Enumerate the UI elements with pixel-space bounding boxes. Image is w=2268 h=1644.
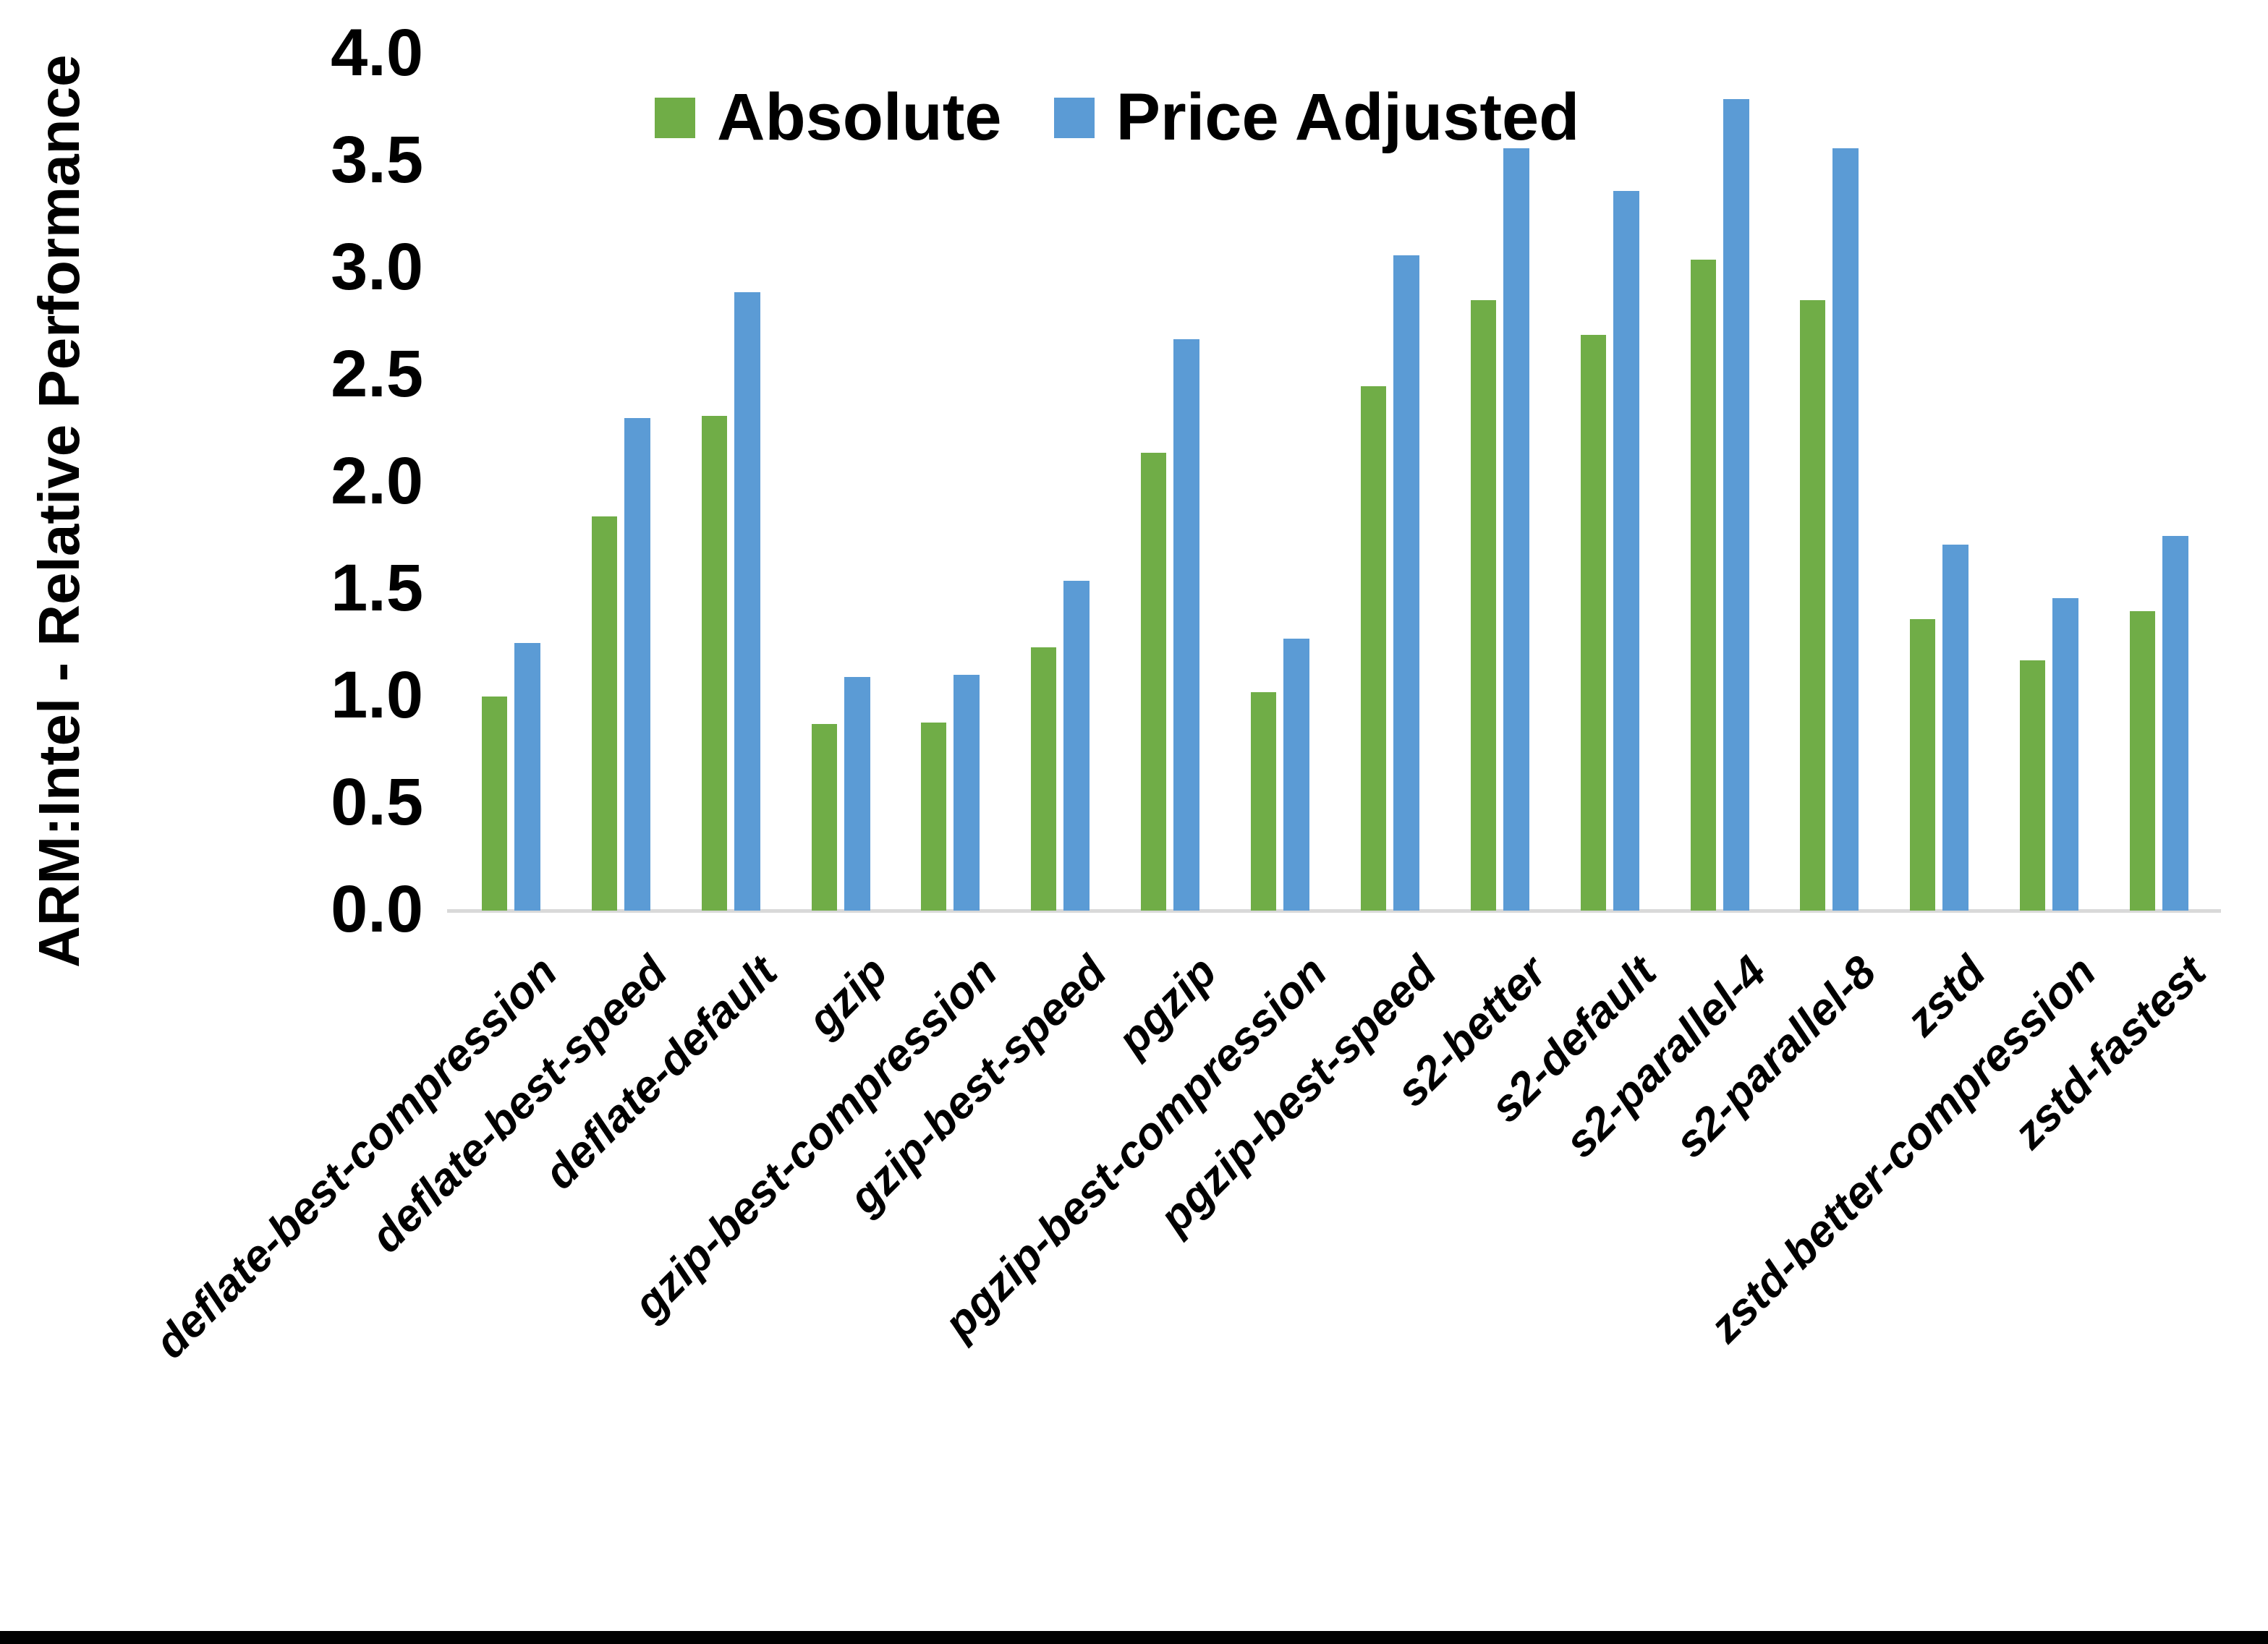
bar-absolute [1690,260,1716,911]
bottom-border [0,1631,2268,1644]
bar-price-adjusted [954,675,980,911]
bar-price-adjusted [1063,581,1090,911]
bar-price-adjusted [514,643,540,911]
x-axis-line [447,909,2221,913]
bar-price-adjusted [1942,544,1969,911]
bar-absolute [591,516,617,911]
y-tick-label: 2.5 [331,337,423,412]
y-tick-label: 3.0 [331,230,423,304]
bar-absolute [1470,300,1496,911]
bar-price-adjusted [624,418,650,911]
bar-price-adjusted [1173,338,1200,911]
x-category-label: deflate-best-compression [145,947,567,1368]
y-tick-label: 1.5 [331,551,423,626]
legend-label-absolute: Absolute [717,80,1002,154]
y-tick-label: 1.0 [331,658,423,733]
bar-price-adjusted [734,291,760,911]
bar-absolute [1800,300,1826,911]
bar-absolute [2130,610,2156,911]
bar-absolute [921,722,947,911]
bar-absolute [2020,660,2046,911]
bar-absolute [1031,647,1057,911]
x-category-label: zstd [1896,947,1996,1046]
bar-price-adjusted [1393,255,1419,911]
bar-price-adjusted [1613,191,1639,911]
legend-swatch-absolute [655,97,695,138]
legend-item-price-adjusted: Price Adjusted [1053,80,1580,154]
x-category-label: gzip [798,947,897,1046]
bar-absolute [811,724,837,911]
bar-absolute [1141,452,1167,911]
bar-price-adjusted [2052,597,2079,911]
y-tick-label: 0.0 [331,872,423,947]
bar-absolute [701,416,727,911]
bar-price-adjusted [1503,148,1529,911]
legend: Absolute Price Adjusted [655,80,1580,154]
legend-label-price-adjusted: Price Adjusted [1116,80,1580,154]
bar-absolute [1251,692,1277,911]
y-axis-title: ARM:Intel - Relative Performance [27,54,91,968]
bar-price-adjusted [1283,639,1310,911]
y-tick-label: 3.5 [331,123,423,197]
y-tick-label: 2.0 [331,444,423,519]
y-tick-label: 0.5 [331,765,423,840]
bar-price-adjusted [1723,99,1749,911]
bar-absolute [1910,619,1936,911]
bar-price-adjusted [1832,148,1859,911]
y-tick-label: 4.0 [331,16,423,90]
legend-swatch-price-adjusted [1053,97,1095,138]
bar-price-adjusted [2162,536,2189,911]
bar-price-adjusted [844,677,870,911]
bar-absolute [1360,386,1386,911]
bar-absolute [1580,334,1606,911]
legend-item-absolute: Absolute [655,80,1002,154]
bar-absolute [481,697,507,911]
